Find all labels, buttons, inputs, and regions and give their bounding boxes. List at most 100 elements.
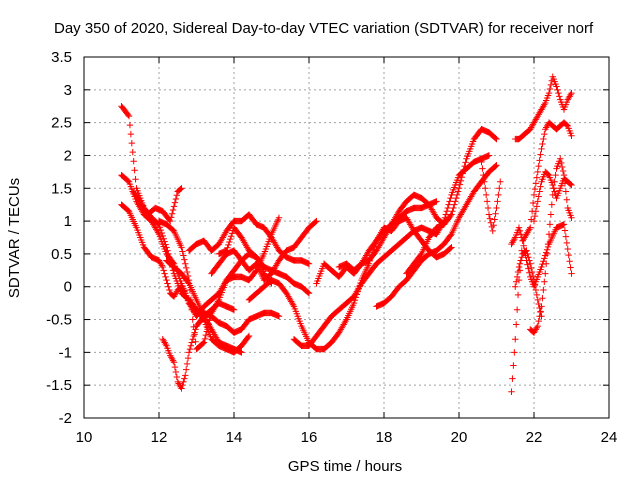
data-point [538,313,545,320]
data-point [512,321,520,328]
data-point [188,306,196,313]
data-point [483,198,491,205]
y-axis-label: SDTVAR / TECUs [6,178,23,298]
x-tick-label: 24 [601,429,618,446]
data-point [536,188,543,195]
data-point [563,121,571,129]
data-point [442,211,450,218]
data-point [514,291,522,299]
data-point [461,162,468,170]
data-point [545,231,553,238]
data-point [544,171,552,178]
y-tick-label: -0.5 [46,312,72,329]
data-point [160,267,167,274]
data-point [565,251,572,259]
data-point [417,251,424,259]
data-point [542,270,549,277]
data-point [513,273,521,281]
data-point [525,253,532,261]
data-point [455,185,463,192]
data-point [457,177,465,185]
data-point [482,191,490,199]
data-point [563,239,571,247]
data-point [191,331,198,338]
data-point [515,224,523,231]
data-point [452,198,459,205]
data-point [181,375,188,382]
x-tick-label: 22 [526,429,543,446]
data-point [559,167,567,175]
data-point [447,244,454,252]
data-point [555,89,562,97]
data-point [533,174,541,181]
data-point [181,256,188,263]
y-tick-label: 2.5 [51,115,72,132]
data-point [223,247,230,254]
data-point [124,111,132,119]
data-point [178,385,185,392]
data-point [169,206,177,214]
data-point [535,317,542,325]
data-point [530,217,538,225]
data-point [454,188,462,195]
data-point [207,313,214,320]
data-point [534,168,541,176]
data-point [124,177,132,185]
data-point [186,286,194,294]
data-point [350,299,358,307]
data-point [182,372,189,379]
data-point [182,366,190,373]
x-tick-label: 20 [451,429,468,446]
data-point [185,349,193,356]
data-point [523,247,530,254]
data-point [177,185,184,193]
data-point [551,188,558,195]
data-point [530,276,538,284]
y-tick-label: 3.5 [51,49,72,66]
data-point [526,269,533,276]
data-point [192,338,199,345]
data-point [203,328,211,335]
data-point [448,244,455,251]
data-point [485,211,493,218]
x-axis-label: GPS time / hours [288,458,402,475]
data-point [509,375,516,382]
y-tick-label: -1.5 [46,377,72,394]
data-point [553,83,560,90]
data-point [480,171,487,179]
data-point [495,191,502,199]
data-point [568,214,575,222]
data-point [527,264,535,272]
data-point [433,198,440,205]
data-point [188,339,196,346]
y-tick-label: 0.5 [51,246,72,263]
data-point [445,201,452,208]
series-track-15 [373,162,500,310]
data-point [551,178,558,185]
data-point [510,362,517,369]
data-point [275,313,283,320]
y-tick-label: 2 [64,147,72,164]
data-point [161,270,168,277]
data-point [187,342,195,349]
data-point [447,194,454,202]
data-point [184,354,192,362]
data-point [537,183,544,190]
data-point [533,203,541,210]
data-point [171,199,179,206]
data-point [536,304,543,312]
data-point [534,198,541,205]
data-point [568,132,575,139]
data-point [451,201,458,208]
data-point [529,272,537,280]
data-point [568,270,575,277]
data-point [490,221,497,229]
series-track-10 [215,224,313,297]
data-point [456,181,464,188]
data-point [130,157,137,165]
data-point [171,363,179,371]
data-point [540,286,547,294]
data-point [312,218,319,226]
data-point [524,261,531,268]
data-point [452,194,460,202]
